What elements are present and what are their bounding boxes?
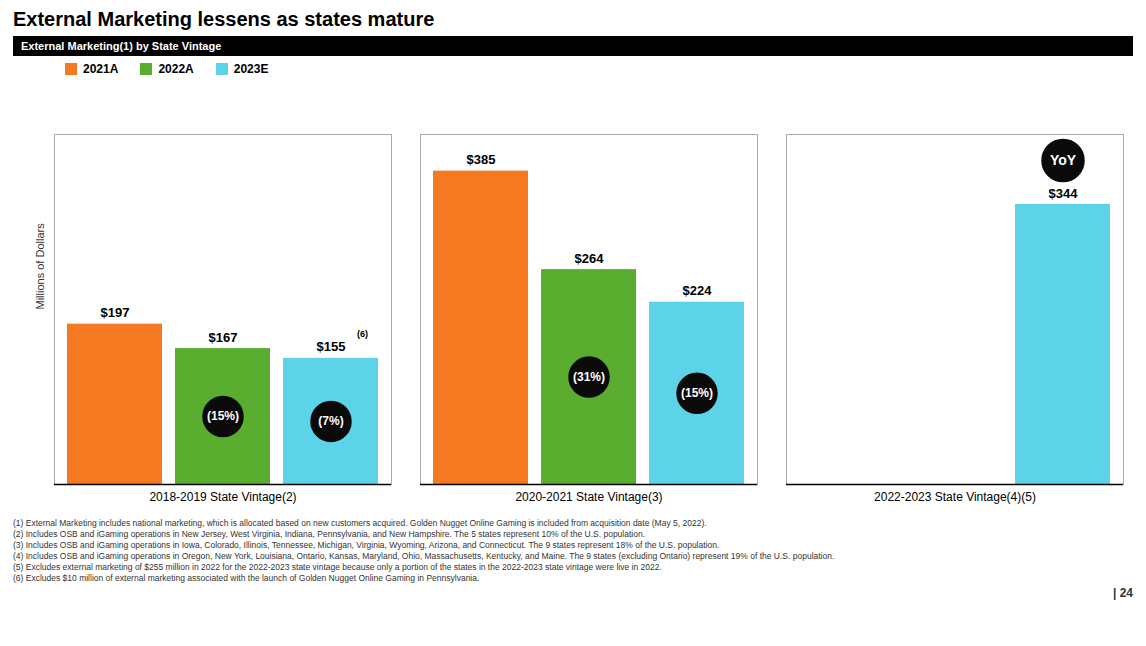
html-text:External Marketing(1) by State: External Marketing(1) by State Vintage bbox=[21, 40, 222, 52]
svg-text:$385: $385 bbox=[467, 152, 496, 167]
html-text:(1) External Marketing include: (1) External Marketing includes national… bbox=[13, 518, 707, 528]
svg-text:YoY: YoY bbox=[1050, 152, 1077, 168]
html-text:| 24: | 24 bbox=[1113, 586, 1133, 600]
svg-text:$197: $197 bbox=[101, 305, 130, 320]
svg-text:(7%): (7%) bbox=[318, 414, 343, 428]
svg-text:(15%): (15%) bbox=[681, 386, 713, 400]
html-text:External Marketing lessens as: External Marketing lessens as states mat… bbox=[13, 8, 435, 30]
svg-text:$167: $167 bbox=[209, 330, 238, 345]
svg-text:2020-2021 State Vintage(3): 2020-2021 State Vintage(3) bbox=[515, 490, 662, 504]
svg-text:$155: $155 bbox=[317, 339, 346, 354]
html-text:2022A: 2022A bbox=[158, 62, 194, 76]
html-text:(2) Includes OSB and iGaming o: (2) Includes OSB and iGaming operations … bbox=[13, 529, 645, 539]
html-text:2021A: 2021A bbox=[83, 62, 119, 76]
svg-text:2022-2023 State Vintage(4)(5): 2022-2023 State Vintage(4)(5) bbox=[874, 490, 1036, 504]
html-text:(5) Excludes external marketin: (5) Excludes external marketing of $255 … bbox=[13, 562, 662, 572]
svg-text:$264: $264 bbox=[575, 251, 605, 266]
html-text:(3) Includes OSB and iGaming o: (3) Includes OSB and iGaming operations … bbox=[13, 540, 720, 550]
svg-text:$344: $344 bbox=[1049, 186, 1079, 201]
svg-text:2018-2019 State Vintage(2): 2018-2019 State Vintage(2) bbox=[149, 490, 296, 504]
svg-text:$224: $224 bbox=[683, 283, 713, 298]
svg-text:(6): (6) bbox=[357, 329, 368, 339]
svg-text:Millions of Dollars: Millions of Dollars bbox=[34, 223, 46, 310]
html-text:(6) Excludes $10 million of ex: (6) Excludes $10 million of external mar… bbox=[13, 573, 480, 583]
html-text:(4) Includes OSB and iGaming o: (4) Includes OSB and iGaming operations … bbox=[13, 551, 835, 561]
svg-text:(15%): (15%) bbox=[207, 409, 239, 423]
html-text:2023E: 2023E bbox=[233, 62, 269, 76]
svg-text:(31%): (31%) bbox=[573, 370, 605, 384]
